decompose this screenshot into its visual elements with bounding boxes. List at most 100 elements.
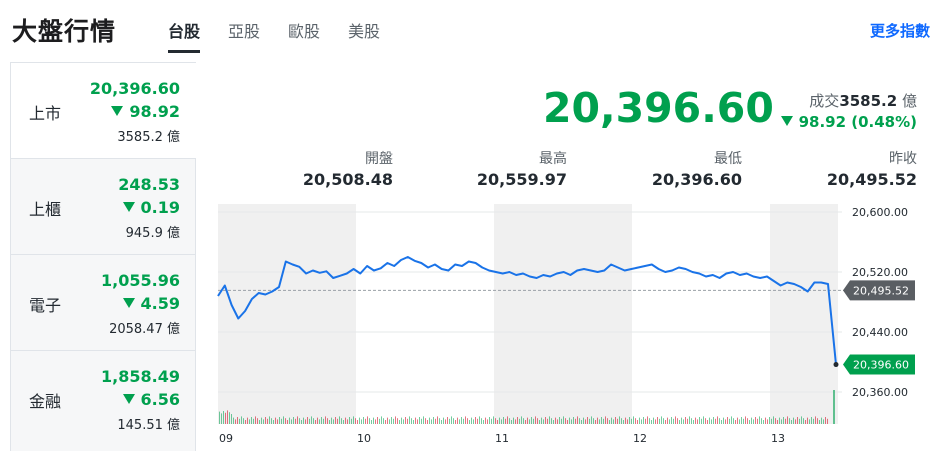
volume-bar bbox=[219, 411, 220, 424]
volume-bar bbox=[541, 417, 542, 424]
volume-bar bbox=[689, 416, 690, 424]
volume-bar bbox=[793, 417, 794, 424]
more-indices-link[interactable]: 更多指數 bbox=[870, 22, 931, 40]
stat-open: 開盤 20,508.48 bbox=[303, 148, 393, 189]
volume-bar bbox=[327, 418, 328, 424]
volume-bar bbox=[275, 417, 276, 424]
volume-bar bbox=[451, 416, 452, 424]
tab-asia[interactable]: 亞股 bbox=[228, 22, 261, 41]
volume-bar bbox=[519, 418, 520, 424]
volume-bar bbox=[523, 418, 524, 424]
volume-bar bbox=[681, 417, 682, 424]
market-name: 上櫃 bbox=[29, 200, 62, 219]
volume-bar bbox=[249, 419, 250, 424]
volume-bar bbox=[321, 417, 322, 424]
volume-bar bbox=[423, 416, 424, 424]
volume-bar bbox=[599, 419, 600, 424]
volume-bar bbox=[553, 420, 554, 424]
volume-bar bbox=[397, 418, 398, 424]
volume-bar bbox=[715, 418, 716, 424]
down-arrow-icon bbox=[122, 298, 135, 308]
trade-volume: 成交3585.2 億 bbox=[809, 90, 917, 111]
volume-bar bbox=[697, 419, 698, 424]
volume-bar bbox=[413, 420, 414, 424]
volume-bar bbox=[287, 420, 288, 424]
volume-bar bbox=[639, 417, 640, 424]
volume-bar bbox=[617, 418, 618, 424]
market-item-listed[interactable]: 上市 20,396.60 98.92 3585.2 億 bbox=[11, 63, 196, 159]
market-item-otc[interactable]: 上櫃 248.53 0.19 945.9 億 bbox=[11, 159, 196, 255]
volume-bar bbox=[817, 418, 818, 424]
volume-bar bbox=[641, 419, 642, 424]
volume-bar bbox=[375, 419, 376, 424]
volume-bar bbox=[455, 420, 456, 424]
volume-bar bbox=[807, 417, 808, 424]
volume-bar bbox=[631, 418, 632, 424]
tab-us[interactable]: 美股 bbox=[348, 22, 381, 41]
market-volume: 945.9 億 bbox=[125, 226, 180, 241]
volume-bar bbox=[779, 417, 780, 424]
volume-bar bbox=[725, 419, 726, 424]
volume-bar bbox=[707, 420, 708, 424]
volume-bar bbox=[719, 418, 720, 424]
volume-bar bbox=[367, 416, 368, 424]
volume-bar bbox=[657, 417, 658, 424]
market-item-finance[interactable]: 金融 1,858.49 6.56 145.51 億 bbox=[11, 351, 196, 447]
volume-bar bbox=[381, 416, 382, 424]
market-volume: 2058.47 億 bbox=[109, 322, 180, 337]
volume-bar bbox=[491, 418, 492, 424]
volume-bar bbox=[601, 417, 602, 424]
volume-bar bbox=[675, 416, 676, 424]
volume-label: 成交 bbox=[809, 92, 840, 110]
volume-bar bbox=[347, 419, 348, 424]
volume-bar bbox=[323, 418, 324, 424]
volume-bar bbox=[741, 417, 742, 424]
volume-bar bbox=[765, 417, 766, 424]
volume-bar bbox=[537, 418, 538, 424]
volume-bar bbox=[571, 419, 572, 424]
volume-bar bbox=[797, 417, 798, 424]
market-tabs: 台股 亞股 歐股 美股 bbox=[168, 18, 408, 53]
volume-bar bbox=[595, 420, 596, 424]
volume-bar bbox=[225, 412, 226, 424]
market-item-electronics[interactable]: 電子 1,055.96 4.59 2058.47 億 bbox=[11, 255, 196, 351]
volume-bar bbox=[475, 417, 476, 424]
y-tick-label: 20,520.00 bbox=[852, 266, 908, 279]
volume-bar bbox=[607, 418, 608, 424]
volume-bar bbox=[329, 420, 330, 424]
volume-bar bbox=[615, 417, 616, 424]
volume-bar bbox=[627, 419, 628, 424]
volume-bar bbox=[811, 417, 812, 424]
volume-bar bbox=[603, 418, 604, 424]
volume-bar bbox=[745, 416, 746, 424]
volume-bar bbox=[665, 420, 666, 424]
volume-bar bbox=[373, 417, 374, 424]
market-sidebar: 上市 20,396.60 98.92 3585.2 億 上櫃 248.53 0.… bbox=[10, 62, 196, 451]
volume-bar bbox=[669, 419, 670, 424]
tab-europe[interactable]: 歐股 bbox=[288, 22, 321, 41]
volume-bar bbox=[743, 418, 744, 424]
index-change: 98.92 (0.48%) bbox=[780, 113, 917, 131]
volume-bar bbox=[443, 417, 444, 424]
volume-bar bbox=[507, 416, 508, 424]
volume-bar bbox=[583, 417, 584, 424]
volume-bar bbox=[687, 418, 688, 424]
volume-bar bbox=[573, 417, 574, 424]
volume-bar bbox=[227, 410, 228, 424]
volume-bar bbox=[313, 418, 314, 424]
tab-taiwan[interactable]: 台股 bbox=[168, 18, 201, 53]
volume-bar bbox=[767, 419, 768, 424]
volume-bar bbox=[799, 418, 800, 424]
volume-bar bbox=[339, 416, 340, 424]
volume-bar bbox=[467, 418, 468, 424]
volume-bar bbox=[265, 417, 266, 424]
hour-band bbox=[218, 204, 356, 424]
volume-bar bbox=[243, 418, 244, 424]
volume-bar bbox=[411, 418, 412, 424]
volume-bar bbox=[281, 418, 282, 424]
volume-bar bbox=[237, 417, 238, 424]
volume-bar bbox=[229, 412, 230, 424]
volume-bar bbox=[803, 418, 804, 424]
volume-bar bbox=[449, 418, 450, 424]
